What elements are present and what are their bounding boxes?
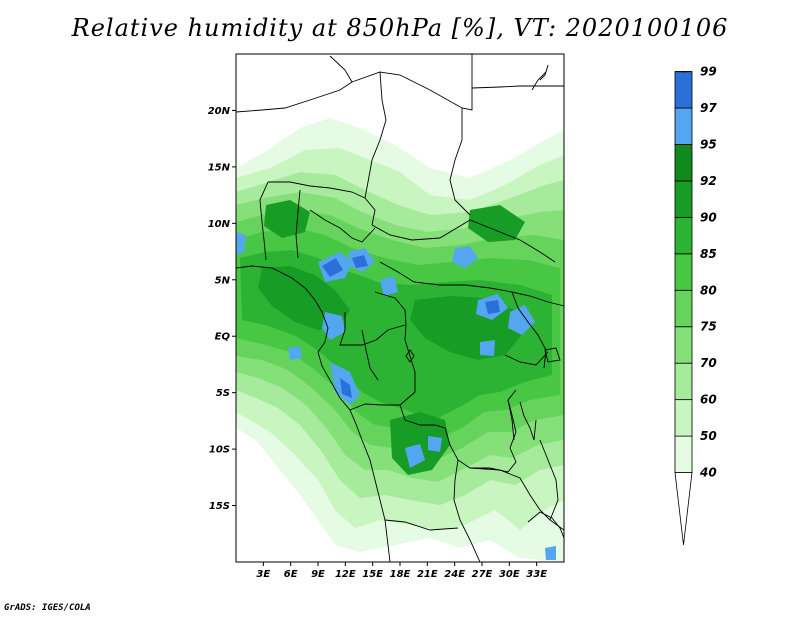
lon-tick-label: 24E	[444, 569, 465, 580]
rh-97-patches	[322, 255, 500, 398]
colorbar-segment	[674, 289, 693, 328]
lon-tick-label: 33E	[526, 569, 547, 580]
colorbar-segment	[674, 144, 693, 182]
colorbar-segment	[674, 107, 693, 145]
credit-text: GrADS: IGES/COLA	[4, 603, 91, 613]
lat-tick-label: 15S	[209, 501, 230, 512]
lon-tick-label: 9E	[311, 569, 325, 580]
colorbar-label: 97	[700, 101, 717, 115]
rh-92-region	[468, 205, 525, 242]
lat-tick-label: 10S	[209, 445, 230, 456]
colorbar-segment	[674, 71, 693, 109]
colorbar-segment	[674, 362, 693, 401]
colorbar: 40 50 60 70 75 80 85 90 92 95 97 99	[674, 65, 717, 546]
colorbar-label: 99	[700, 65, 717, 79]
lon-tick-label: 12E	[335, 569, 356, 580]
colorbar-label: 92	[700, 174, 717, 188]
lat-tick-label: 10N	[208, 219, 231, 230]
colorbar-label: 50	[700, 429, 717, 443]
colorbar-label: 60	[700, 393, 717, 407]
rh-92-region	[390, 412, 450, 475]
lon-tick-label: 15E	[362, 569, 383, 580]
colorbar-label: 95	[700, 137, 717, 151]
lon-tick-label: 18E	[390, 569, 411, 580]
colorbar-label: 75	[700, 320, 717, 334]
colorbar-label: 70	[700, 356, 717, 370]
colorbar-segment	[674, 399, 693, 437]
colorbar-label: 85	[700, 247, 717, 261]
colorbar-segment	[674, 472, 693, 546]
lon-tick-label: 27E	[472, 569, 493, 580]
colorbar-segment	[674, 253, 693, 291]
lat-tick-label: 20N	[208, 106, 231, 117]
colorbar-segment	[674, 326, 693, 364]
lon-tick-label: 21E	[417, 569, 438, 580]
colorbar-label: 40	[699, 466, 717, 480]
country-boundaries	[236, 54, 564, 562]
colorbar-segment	[674, 180, 693, 218]
lat-tick-label: 15N	[208, 162, 231, 173]
map-axes: 20N 15N 10N 5N EQ 5S 10S 15S 3E 6E 9E 12E 15E 18E 21E 2…	[208, 106, 548, 580]
humidity-field	[236, 54, 564, 562]
lat-tick-label: 5S	[216, 388, 230, 399]
lon-tick-label: 6E	[284, 569, 298, 580]
lat-tick-label: 5N	[215, 275, 231, 286]
lat-tick-label: EQ	[215, 332, 231, 343]
colorbar-segment	[674, 216, 693, 255]
colorbar-label: 80	[700, 283, 717, 297]
colorbar-label: 90	[700, 210, 717, 224]
lon-tick-label: 30E	[499, 569, 520, 580]
colorbar-segment	[674, 435, 693, 473]
chart-title: Relative humidity at 850hPa [%], VT: 202…	[71, 14, 729, 42]
lon-tick-label: 3E	[256, 569, 270, 580]
